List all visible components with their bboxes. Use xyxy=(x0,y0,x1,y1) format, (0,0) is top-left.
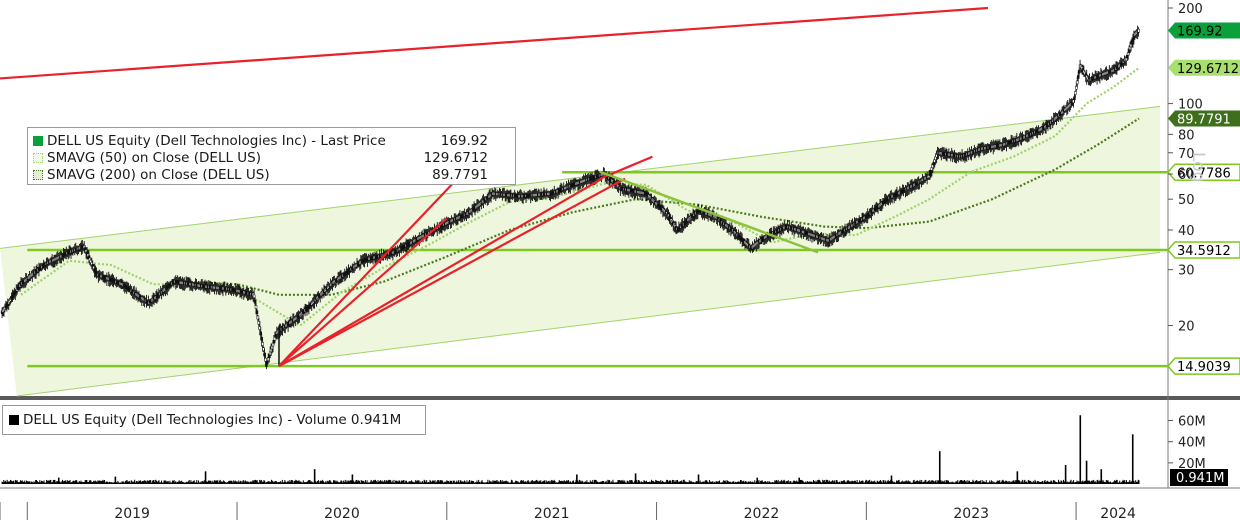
price-candle-body xyxy=(253,299,257,304)
level-tag-label: 34.5912 xyxy=(1177,244,1231,259)
price-tag-box xyxy=(1168,110,1240,127)
volume-legend-label: DELL US Equity (Dell Technologies Inc) -… xyxy=(23,412,402,428)
volume-legend: DELL US Equity (Dell Technologies Inc) -… xyxy=(2,405,426,435)
price-candle-body xyxy=(261,342,264,346)
volume-legend-swatch xyxy=(9,415,19,425)
level-tag-label: 14.9039 xyxy=(1177,360,1231,375)
legend-swatch-sma50 xyxy=(33,152,43,163)
volume-last-tag-label: 0.941M xyxy=(1176,471,1224,486)
volume-axis-tick-label: 60M xyxy=(1178,415,1206,430)
price-candle-body xyxy=(1075,80,1079,85)
value-axis-tick-label: 40 xyxy=(1178,224,1195,239)
price-tag-label: 89.7791 xyxy=(1177,112,1231,127)
price-candle-body xyxy=(254,305,258,309)
legend-value-price: 169.92 xyxy=(440,132,488,149)
legend-label-sma200: SMAVG (200) on Close (DELL US) xyxy=(47,166,270,183)
red-trendline xyxy=(278,177,626,368)
price-candle-body xyxy=(1074,91,1077,95)
price-candles xyxy=(0,25,1140,370)
value-axis-tick-label: 30 xyxy=(1178,264,1195,279)
legend-item-sma50: SMAVG (50) on Close (DELL US) 129.6712 xyxy=(33,149,488,166)
value-axis-tick-label: 60 xyxy=(1178,168,1195,183)
price-candle-body xyxy=(256,315,260,320)
red-trendline xyxy=(278,156,480,367)
price-tag-label: 169.92 xyxy=(1177,24,1223,39)
channel-upper-edge xyxy=(0,105,1161,249)
value-axis-tick-label: 200 xyxy=(1178,2,1203,17)
price-tag-box xyxy=(1168,59,1240,76)
legend-label-price: DELL US Equity (Dell Technologies Inc) -… xyxy=(47,132,386,149)
value-axis-tick-label: 70 xyxy=(1178,147,1195,162)
price-tag: 169.92 xyxy=(1168,22,1240,39)
legend-value-sma200: 89.7791 xyxy=(432,166,488,183)
legend-value-sma50: 129.6712 xyxy=(423,149,488,166)
value-axis-tick-label: 20 xyxy=(1178,320,1195,335)
level-tag-box xyxy=(1167,357,1240,375)
time-axis-band xyxy=(0,488,1168,520)
volume-last-tag-box xyxy=(1170,469,1228,486)
level-tag-label: 60.7786 xyxy=(1177,166,1231,181)
time-axis-year-label: 2024 xyxy=(1100,506,1136,520)
price-tag-label: 129.6712 xyxy=(1177,62,1239,77)
level-tag-box xyxy=(1167,163,1240,182)
volume-axis-tick-label: 40M xyxy=(1178,436,1206,451)
value-axis-tick-label: 50 xyxy=(1178,193,1195,208)
price-tag-box xyxy=(1168,22,1240,39)
price-tag: 129.6712 xyxy=(1168,59,1240,77)
time-axis-year-label: 2023 xyxy=(953,506,989,520)
price-candle-body xyxy=(260,336,263,341)
price-candle-body xyxy=(1076,75,1080,79)
time-axis-year-label: 2019 xyxy=(114,506,150,520)
value-axis-tick-label: 100 xyxy=(1178,98,1203,113)
volume-bars xyxy=(1,415,1140,484)
red-trendline xyxy=(0,6,989,80)
log-scale-label: Log xyxy=(1188,152,1208,183)
horizontal-level-tag: 14.9039 xyxy=(1167,357,1240,375)
price-candle-body xyxy=(1077,69,1081,74)
price-candle-body xyxy=(1073,96,1076,101)
channel-lower-edge xyxy=(16,251,1161,397)
legend-swatch-price xyxy=(33,135,43,146)
time-axis-year-label: 2022 xyxy=(744,506,780,520)
price-candle-body xyxy=(252,294,256,299)
level-tag-box xyxy=(1167,241,1240,259)
price-candle-body xyxy=(259,331,262,336)
legend-label-sma50: SMAVG (50) on Close (DELL US) xyxy=(47,149,261,166)
time-axis-year-label: 2021 xyxy=(534,506,570,520)
legend-swatch-sma200 xyxy=(33,169,43,180)
volume-axis-tick-label: 20M xyxy=(1178,457,1206,472)
horizontal-level-tag: 34.5912 xyxy=(1167,241,1240,259)
price-candle-body xyxy=(1075,85,1078,90)
volume-last-tag: 0.941M xyxy=(1170,469,1228,486)
horizontal-level-tag: 60.7786 xyxy=(1167,163,1240,182)
price-candle-body xyxy=(255,310,259,315)
red-trendline xyxy=(278,217,448,367)
green-trendline xyxy=(599,170,819,254)
price-candle-body xyxy=(1137,28,1140,33)
price-candle-body xyxy=(264,358,267,362)
red-trendline xyxy=(278,177,603,368)
time-axis-year-label: 2020 xyxy=(324,506,360,520)
legend-item-sma200: SMAVG (200) on Close (DELL US) 89.7791 xyxy=(33,166,488,183)
price-legend: DELL US Equity (Dell Technologies Inc) -… xyxy=(27,127,516,185)
panel-divider xyxy=(0,396,1240,400)
price-tag: 89.7791 xyxy=(1168,110,1240,127)
value-axis-tick-label: 80 xyxy=(1178,128,1195,143)
legend-item-last-price: DELL US Equity (Dell Technologies Inc) -… xyxy=(33,132,488,149)
